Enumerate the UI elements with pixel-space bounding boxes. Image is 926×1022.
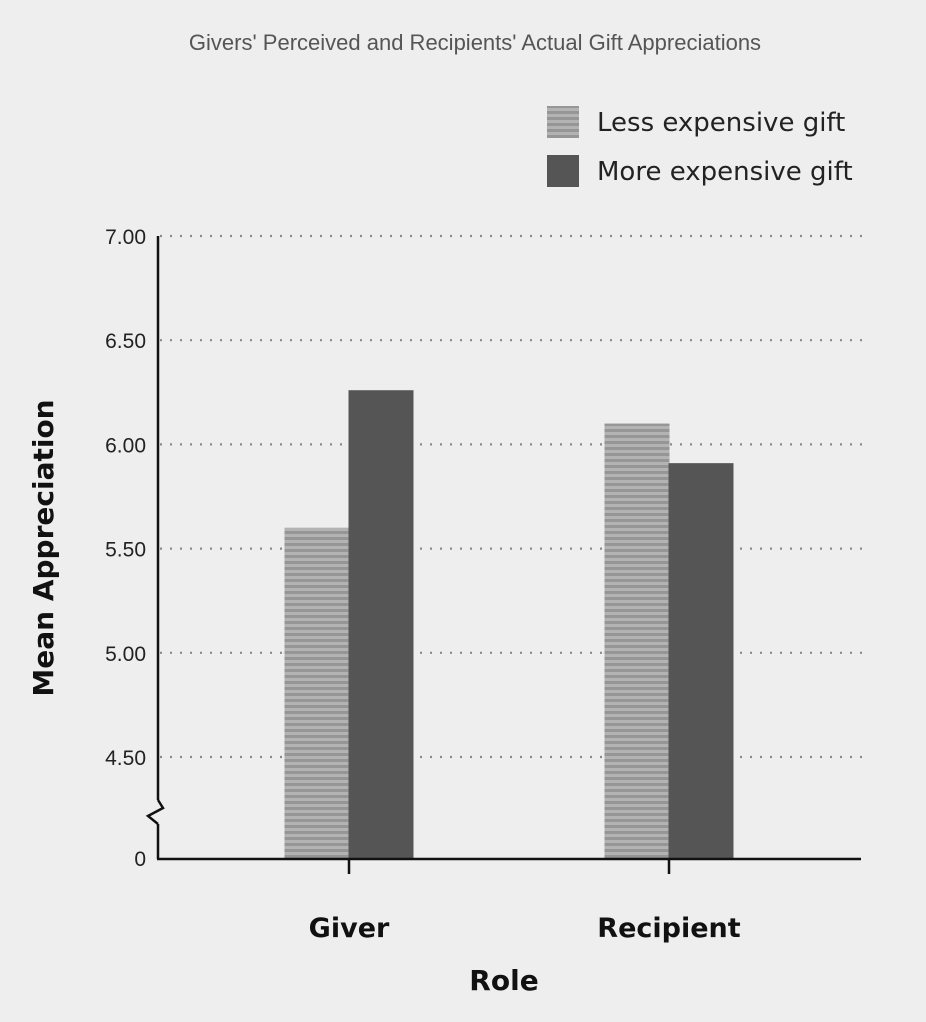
y-axis-break (145, 799, 165, 825)
bar-recipient-more-expensive (668, 463, 734, 859)
legend: Less expensive gift More expensive gift (547, 106, 853, 187)
x-category-recipient: Recipient (597, 913, 740, 944)
y-tick-labels: 4.50 5.00 5.50 6.00 6.50 7.00 (105, 226, 146, 770)
y-tick-label: 7.00 (105, 226, 146, 249)
y-tick-label: 4.50 (105, 747, 146, 770)
y-axis-title: Mean Appreciation (27, 399, 60, 696)
y-tick-label: 5.50 (105, 539, 146, 562)
gridlines (160, 234, 862, 759)
bars (284, 390, 734, 859)
y-tick-label: 5.00 (105, 643, 146, 666)
legend-swatch-more-expensive (547, 155, 579, 187)
legend-swatch-less-expensive (547, 106, 579, 138)
y-tick-label: 6.00 (105, 434, 146, 457)
bar-giver-more-expensive (348, 390, 414, 859)
bar-recipient-less-expensive (604, 423, 670, 859)
x-axis-title: Role (469, 964, 538, 997)
bar-giver-less-expensive (284, 527, 350, 859)
axes (145, 236, 861, 874)
y-tick-label: 6.50 (105, 330, 146, 353)
chart-title: Givers' Perceived and Recipients' Actual… (189, 30, 761, 55)
legend-label-more-expensive: More expensive gift (597, 157, 853, 187)
legend-label-less-expensive: Less expensive gift (597, 108, 845, 138)
y-tick-label-zero: 0 (134, 848, 146, 871)
x-category-giver: Giver (309, 913, 390, 944)
